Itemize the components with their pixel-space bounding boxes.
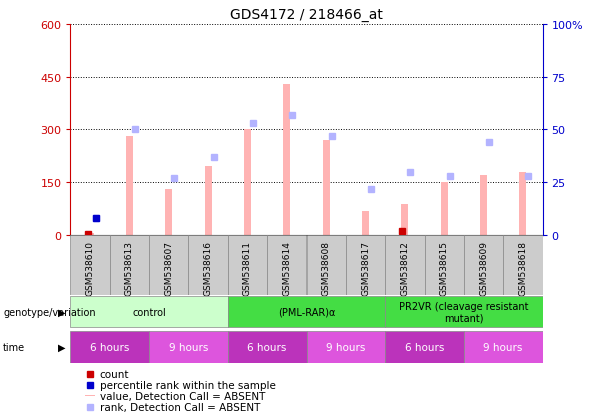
Title: GDS4172 / 218466_at: GDS4172 / 218466_at — [230, 8, 383, 22]
Bar — [126, 137, 133, 235]
Text: GSM538618: GSM538618 — [519, 240, 527, 295]
Text: GSM538616: GSM538616 — [204, 240, 213, 295]
Text: GSM538611: GSM538611 — [243, 240, 252, 295]
Bar — [85, 395, 95, 396]
Bar — [385, 296, 543, 328]
Text: percentile rank within the sample: percentile rank within the sample — [100, 380, 276, 390]
Bar — [149, 235, 189, 295]
Bar — [385, 331, 464, 363]
Bar — [228, 235, 267, 295]
Bar — [441, 183, 447, 235]
Bar — [322, 140, 330, 235]
Text: 6 hours: 6 hours — [90, 342, 129, 352]
Bar — [189, 235, 228, 295]
Text: GSM538610: GSM538610 — [86, 240, 94, 295]
Text: rank, Detection Call = ABSENT: rank, Detection Call = ABSENT — [100, 402, 260, 412]
Text: time: time — [3, 342, 25, 352]
Text: 9 hours: 9 hours — [169, 342, 208, 352]
Text: 9 hours: 9 hours — [326, 342, 365, 352]
Text: 6 hours: 6 hours — [405, 342, 444, 352]
Bar — [385, 235, 424, 295]
Bar — [362, 211, 369, 235]
Bar — [464, 235, 503, 295]
Text: genotype/variation: genotype/variation — [3, 307, 96, 317]
Bar — [519, 172, 527, 235]
Bar — [166, 190, 172, 235]
Text: value, Detection Call = ABSENT: value, Detection Call = ABSENT — [100, 391, 265, 401]
Bar — [402, 204, 408, 235]
Text: (PML-RAR)α: (PML-RAR)α — [278, 307, 335, 317]
Bar — [480, 176, 487, 235]
Bar — [283, 85, 291, 235]
Text: 9 hours: 9 hours — [484, 342, 523, 352]
Bar — [86, 234, 94, 235]
Bar — [70, 235, 110, 295]
Text: control: control — [132, 307, 166, 317]
Bar — [110, 235, 149, 295]
Bar — [424, 235, 464, 295]
Text: GSM538607: GSM538607 — [164, 240, 173, 295]
Bar — [70, 296, 228, 328]
Text: PR2VR (cleavage resistant
mutant): PR2VR (cleavage resistant mutant) — [399, 301, 528, 323]
Bar — [70, 331, 149, 363]
Bar — [149, 331, 228, 363]
Text: ▶: ▶ — [58, 342, 66, 352]
Text: GSM538613: GSM538613 — [125, 240, 134, 295]
Bar — [346, 235, 385, 295]
Bar — [244, 130, 251, 235]
Text: GSM538608: GSM538608 — [322, 240, 330, 295]
Text: ▶: ▶ — [58, 307, 66, 317]
Bar — [205, 167, 211, 235]
Text: GSM538617: GSM538617 — [361, 240, 370, 295]
Bar — [228, 331, 306, 363]
Bar — [267, 235, 306, 295]
Bar — [228, 296, 385, 328]
Text: count: count — [100, 369, 129, 379]
Bar — [503, 235, 543, 295]
Text: GSM538615: GSM538615 — [440, 240, 449, 295]
Bar — [306, 235, 346, 295]
Bar — [464, 331, 543, 363]
Text: GSM538614: GSM538614 — [283, 240, 291, 295]
Text: GSM538612: GSM538612 — [400, 240, 409, 295]
Text: GSM538609: GSM538609 — [479, 240, 488, 295]
Text: 6 hours: 6 hours — [248, 342, 287, 352]
Bar — [306, 331, 385, 363]
